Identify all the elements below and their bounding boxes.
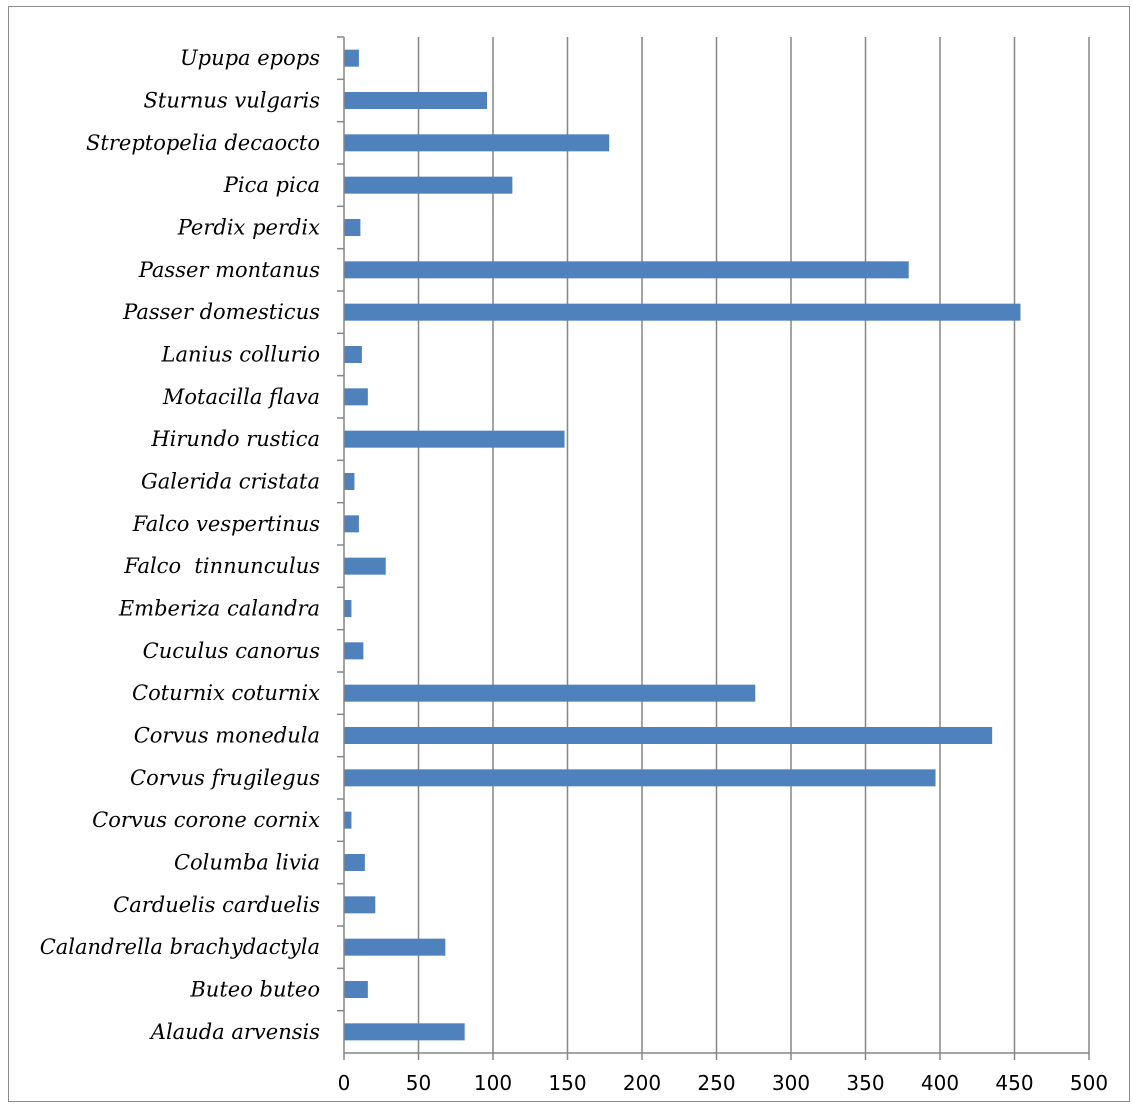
bar [344,727,993,744]
category-label: Carduelis carduelis [113,893,320,917]
category-label: Falco vespertinus [132,512,321,536]
x-tick-label: 350 [846,1071,884,1095]
bar [344,388,368,406]
axes [337,36,1090,1060]
category-labels: Upupa epops Sturnus vulgaris Streptopelia … [40,46,321,1044]
x-tick-label: 50 [406,1071,431,1095]
x-tick-label: 300 [772,1071,810,1095]
category-label: Pica pica [223,173,320,197]
bar [344,811,352,829]
bar-chart: Upupa epops Sturnus vulgaris Streptopelia … [40,36,1108,1095]
x-tick-label: 0 [338,1071,351,1095]
category-label: Perdix perdix [177,216,320,240]
category-label: Lanius collurio [161,343,320,367]
category-label: Corvus monedula [134,724,320,748]
x-tick-label: 400 [921,1071,959,1095]
chart-area: Upupa epops Sturnus vulgaris Streptopelia … [8,6,1130,1102]
category-label: Galerida cristata [141,470,320,494]
category-label: Corvus frugilegus [130,766,320,790]
category-label: Emberiza calandra [118,597,320,621]
bar [344,684,756,702]
x-tick-label: 250 [697,1071,735,1095]
bars [344,49,1021,1041]
category-label: Passer domesticus [122,300,320,324]
bar [344,938,446,956]
category-label: Motacilla flava [162,385,320,409]
x-tick-label: 500 [1070,1071,1108,1095]
bar [344,92,488,109]
bar [344,515,359,533]
category-label: Coturnix coturnix [132,681,320,705]
category-label: Streptopelia decaocto [86,131,320,155]
category-label: Passer montanus [138,258,320,282]
category-label: Corvus corone cornix [92,808,320,832]
bar [344,219,361,236]
category-label: Calandrella brachydactyla [40,935,320,959]
x-tick-label: 150 [548,1071,586,1095]
category-label: Upupa epops [180,46,320,70]
bar [344,49,359,67]
bar [344,600,352,617]
bar [344,176,513,194]
category-label: Cuculus canorus [143,639,321,663]
category-label: Hirundo rustica [150,427,320,451]
category-label: Falco tinnunculus [123,554,320,578]
bar [344,854,365,871]
gridlines [417,37,1090,1053]
bar [344,896,376,914]
category-label: Alauda arvensis [149,1020,320,1044]
category-label: Sturnus vulgaris [144,89,321,113]
bar [344,303,1021,321]
category-label: Buteo buteo [189,978,320,1002]
bar [344,769,936,787]
bar [344,1023,465,1041]
bar [344,642,364,660]
x-tick-label: 450 [995,1071,1033,1095]
category-label: Columba livia [174,851,320,875]
x-tick-labels: 0 50 100 150 200 250 300 350 400 450 500 [338,1071,1108,1095]
bar [344,473,355,490]
bar [344,430,565,448]
x-tick-label: 200 [623,1071,661,1095]
bar [344,981,368,998]
bar [344,134,610,152]
bar [344,557,386,575]
bar [344,346,362,363]
bar [344,261,909,279]
x-tick-label: 100 [474,1071,512,1095]
